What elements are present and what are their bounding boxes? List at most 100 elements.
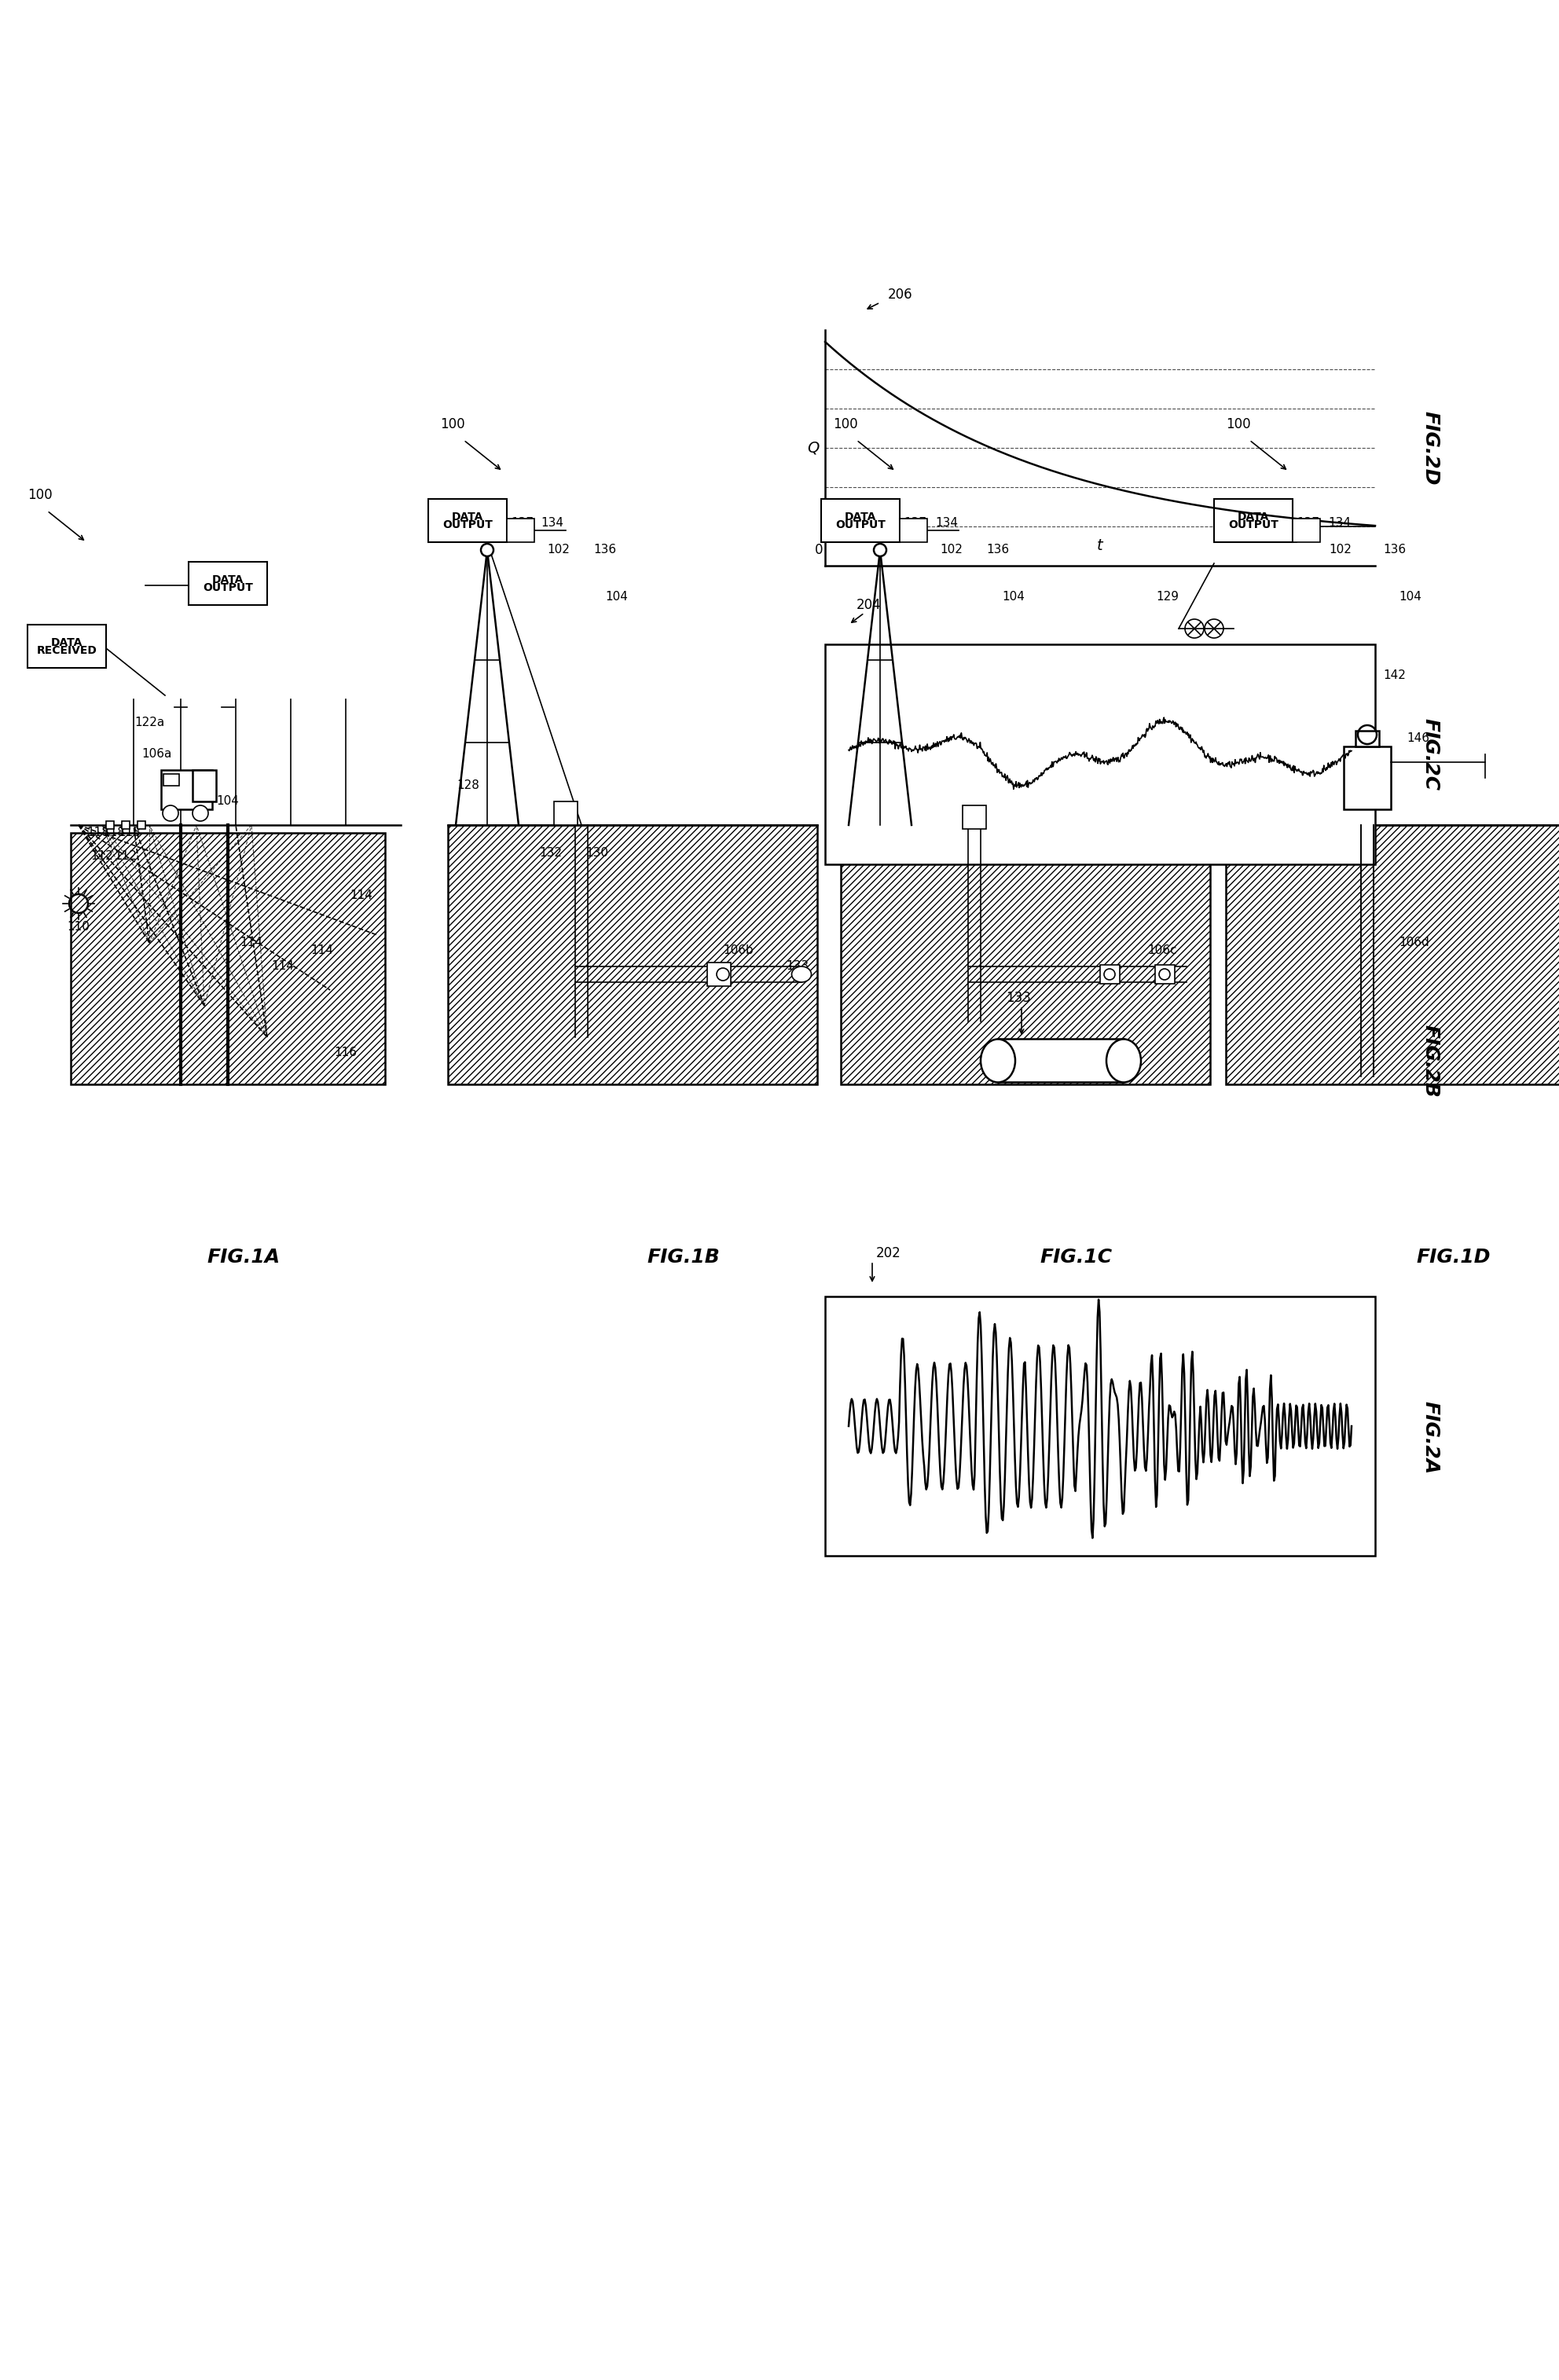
Bar: [1292, 519, 1320, 543]
Bar: [1344, 747, 1391, 809]
Text: 114: 114: [271, 962, 295, 973]
Text: 104: 104: [1398, 590, 1422, 602]
Ellipse shape: [1107, 1040, 1141, 1083]
Ellipse shape: [792, 966, 811, 983]
Bar: [164, 774, 179, 785]
Circle shape: [480, 543, 494, 557]
Bar: [106, 821, 114, 828]
Text: 118: 118: [87, 826, 109, 838]
Text: DATA: DATA: [452, 512, 483, 521]
Text: 118: 118: [103, 826, 125, 838]
Text: 142: 142: [1383, 669, 1406, 681]
Text: 206: 206: [889, 288, 912, 302]
Text: 118: 118: [118, 826, 140, 838]
Text: 106c: 106c: [1147, 945, 1177, 957]
Text: DATA: DATA: [51, 638, 83, 647]
Text: 104: 104: [217, 795, 239, 807]
Text: 130: 130: [982, 847, 1006, 859]
Text: 137: 137: [1297, 516, 1319, 528]
Bar: [1225, 826, 1559, 1085]
Bar: [189, 562, 267, 605]
Circle shape: [162, 804, 178, 821]
Text: OUTPUT: OUTPUT: [1228, 519, 1278, 531]
Text: DATA: DATA: [1238, 512, 1269, 521]
Bar: [900, 519, 928, 543]
Text: 100: 100: [28, 488, 53, 502]
Text: 136: 136: [987, 545, 1009, 557]
Text: 100: 100: [1225, 416, 1250, 431]
Text: Q: Q: [808, 440, 820, 455]
Text: 124: 124: [228, 583, 251, 595]
Text: 137: 137: [904, 516, 926, 528]
Text: 134: 134: [541, 516, 563, 528]
Text: OUTPUT: OUTPUT: [836, 519, 886, 531]
Text: 136: 136: [594, 545, 616, 557]
Bar: [1101, 964, 1119, 983]
Text: 134: 134: [935, 516, 957, 528]
Text: FIG.1B: FIG.1B: [647, 1247, 720, 1266]
Text: DATA: DATA: [212, 574, 243, 585]
Text: 137: 137: [511, 516, 533, 528]
Bar: [429, 500, 507, 543]
Text: 129: 129: [1155, 590, 1179, 602]
Bar: [708, 962, 731, 985]
Text: 114: 114: [240, 938, 263, 950]
Bar: [192, 771, 217, 802]
Circle shape: [192, 804, 209, 821]
Text: FIG.1D: FIG.1D: [1417, 1247, 1490, 1266]
Text: 106a: 106a: [142, 747, 171, 759]
Bar: [962, 804, 987, 828]
Text: FIG.2C: FIG.2C: [1420, 719, 1439, 790]
Text: 120: 120: [39, 638, 62, 650]
Text: 135: 135: [1246, 512, 1269, 524]
Text: FIG.2A: FIG.2A: [1420, 1402, 1439, 1476]
Bar: [1155, 964, 1175, 983]
Bar: [70, 833, 385, 1085]
Text: 114: 114: [310, 945, 334, 957]
Text: 132: 132: [539, 847, 561, 859]
Bar: [507, 519, 535, 543]
Text: 106b: 106b: [723, 945, 753, 957]
Text: 130: 130: [586, 847, 608, 859]
Text: 116: 116: [334, 1047, 357, 1059]
Text: FIG.1C: FIG.1C: [1040, 1247, 1113, 1266]
Text: 136: 136: [1383, 545, 1406, 557]
Bar: [161, 771, 212, 809]
Text: OUTPUT: OUTPUT: [203, 581, 253, 593]
Bar: [1355, 731, 1380, 747]
Bar: [137, 821, 145, 828]
Bar: [122, 821, 129, 828]
Text: 112: 112: [114, 850, 137, 862]
Text: 104: 104: [1002, 590, 1024, 602]
Text: 100: 100: [440, 416, 465, 431]
Text: 204: 204: [856, 597, 881, 612]
Text: 202: 202: [876, 1247, 901, 1261]
Text: RECEIVED: RECEIVED: [36, 645, 97, 657]
Text: 102: 102: [162, 795, 184, 807]
Bar: [840, 826, 1210, 1085]
Circle shape: [873, 543, 887, 557]
Text: 100: 100: [833, 416, 857, 431]
Text: 144: 144: [1166, 835, 1190, 847]
Text: 128: 128: [853, 781, 876, 793]
Text: 102: 102: [1328, 545, 1352, 557]
Text: 102: 102: [547, 545, 569, 557]
Text: 128: 128: [457, 781, 479, 793]
Text: 133: 133: [786, 962, 809, 973]
Text: t: t: [1098, 538, 1104, 555]
Text: FIG.2B: FIG.2B: [1420, 1023, 1439, 1097]
Text: 104: 104: [605, 590, 628, 602]
Text: FIG.2D: FIG.2D: [1420, 412, 1439, 486]
Bar: [553, 802, 577, 826]
Text: 135: 135: [460, 512, 483, 524]
Bar: [998, 1038, 1124, 1083]
Text: 102: 102: [940, 545, 962, 557]
Text: 134: 134: [1328, 516, 1350, 528]
Text: 133: 133: [1006, 990, 1030, 1004]
Text: 135: 135: [853, 512, 876, 524]
Text: 132: 132: [932, 847, 954, 859]
Text: 114: 114: [351, 890, 373, 902]
Text: FIG.1A: FIG.1A: [207, 1247, 281, 1266]
Ellipse shape: [981, 1040, 1015, 1083]
Bar: [28, 624, 106, 669]
